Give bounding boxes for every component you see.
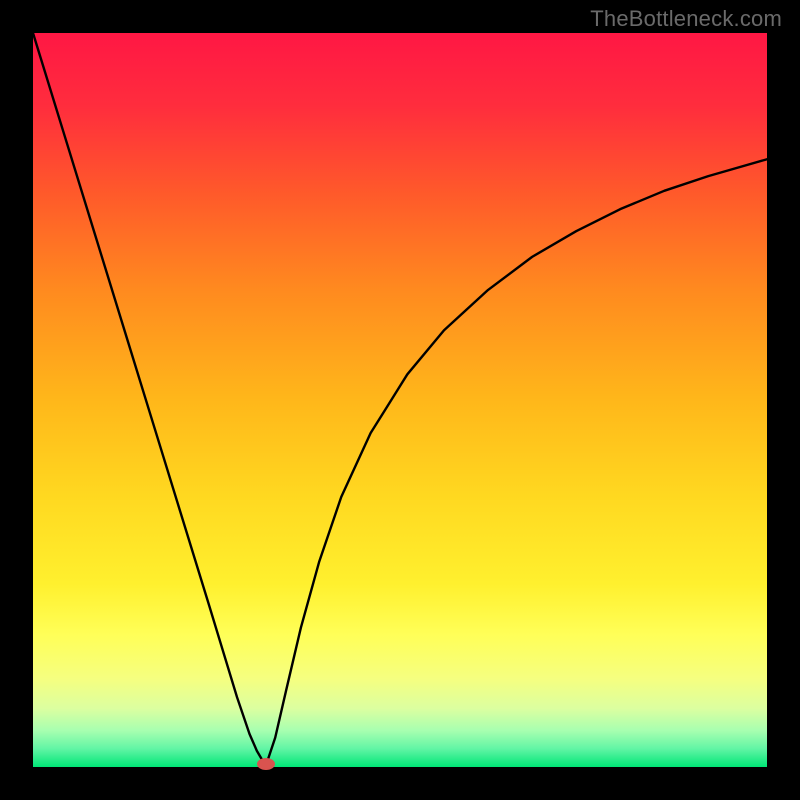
chart-frame: TheBottleneck.com [0, 0, 800, 800]
plot-area [33, 33, 767, 767]
bottleneck-curve [33, 33, 767, 767]
minimum-marker [257, 758, 275, 770]
watermark-text: TheBottleneck.com [590, 6, 782, 32]
